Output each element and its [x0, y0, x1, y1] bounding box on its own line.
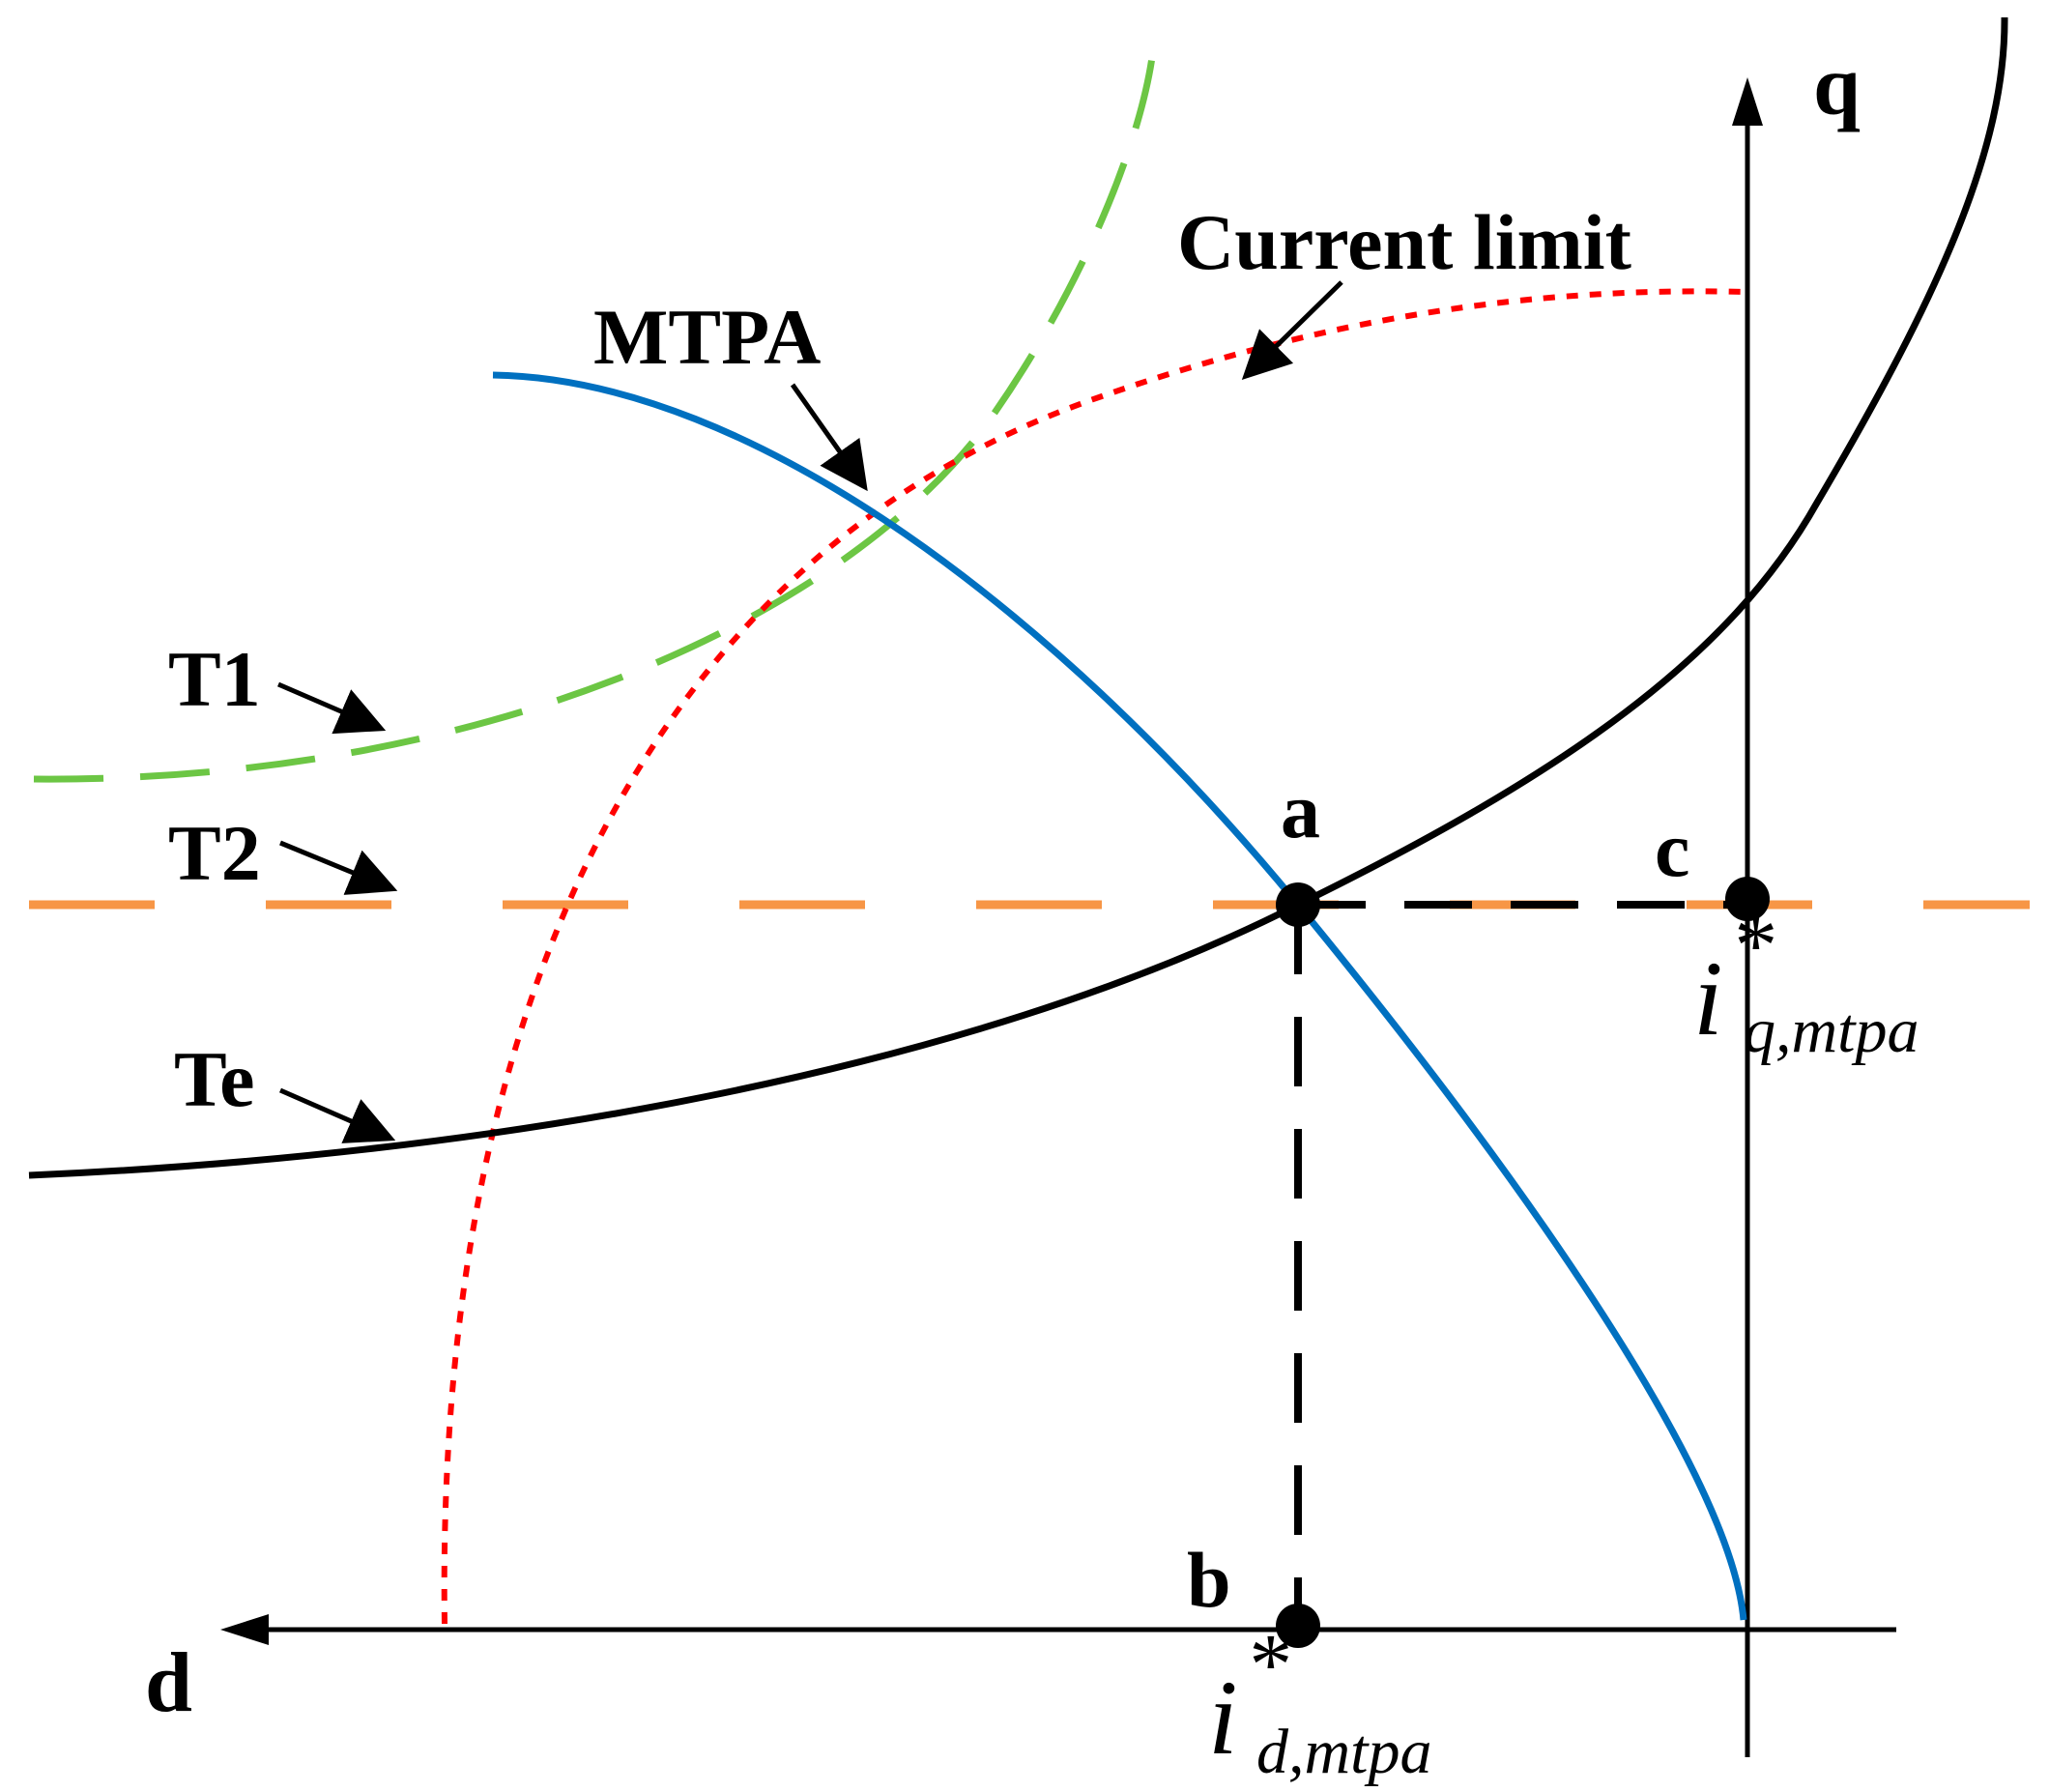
q-axis-label: q: [1813, 40, 1861, 133]
iq-mtpa-symbol: i: [1693, 939, 1723, 1057]
current-limit-arrow: [1241, 280, 1343, 380]
d-axis-arrowhead: [220, 1614, 269, 1645]
point-b-marker: [1276, 1604, 1320, 1648]
t2-label: T2: [168, 809, 261, 897]
d-axis-label: d: [145, 1636, 192, 1730]
te-label: Te: [174, 1035, 255, 1123]
point-a-marker: [1276, 882, 1320, 927]
id-mtpa-subscript: d,mtpa: [1256, 1717, 1432, 1787]
point-c-marker: [1725, 877, 1770, 921]
te-curve: [28, 16, 2008, 1179]
mtpa-arrow: [790, 383, 868, 492]
t1-label: T1: [168, 635, 261, 723]
id-mtpa-symbol: i: [1208, 1659, 1238, 1777]
t1-arrow: [277, 681, 387, 735]
iq-mtpa-star: *: [1730, 898, 1774, 994]
t1-curve: [33, 28, 1159, 783]
iq-mtpa-label: i * q,mtpa: [1693, 898, 1919, 1066]
point-a-label: a: [1281, 766, 1320, 854]
mtpa-label: MTPA: [593, 293, 821, 381]
te-arrow: [279, 1087, 396, 1143]
point-c-label: c: [1655, 805, 1689, 893]
current-limit-label: Current limit: [1177, 198, 1631, 286]
current-limit-curve: [441, 288, 1748, 1625]
iq-mtpa-subscript: q,mtpa: [1744, 996, 1919, 1066]
t2-arrow: [279, 840, 398, 895]
mtpa-curve: [492, 371, 1747, 1621]
point-b-label: b: [1187, 1536, 1231, 1624]
id-mtpa-star: *: [1245, 1617, 1288, 1713]
id-mtpa-label: i * d,mtpa: [1208, 1617, 1432, 1787]
q-axis-arrowhead: [1732, 77, 1763, 126]
